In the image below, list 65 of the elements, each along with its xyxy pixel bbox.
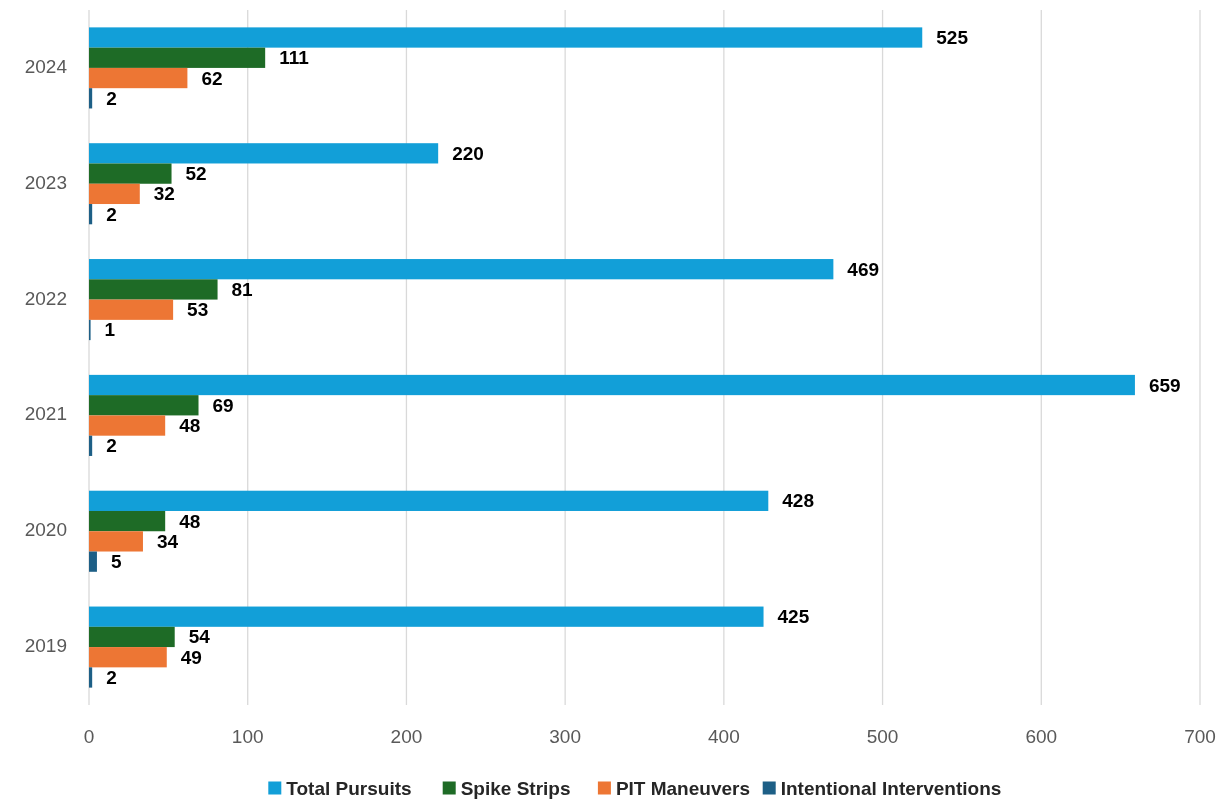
x-tick-label: 200 — [390, 726, 423, 747]
bar — [89, 374, 1135, 396]
data-label: 659 — [1148, 374, 1181, 396]
bar — [89, 626, 175, 648]
bar — [89, 395, 199, 416]
data-label: 111 — [279, 47, 310, 69]
y-tick-label: 2024 — [24, 55, 68, 77]
legend-label: Spike Strips — [460, 777, 571, 799]
bar — [89, 47, 266, 68]
y-tick-label: 2022 — [24, 287, 67, 309]
x-tick-label: 100 — [231, 726, 264, 747]
data-label: 52 — [185, 163, 207, 185]
bar — [89, 204, 93, 225]
legend-label: PIT Maneuvers — [615, 777, 751, 799]
bar — [89, 531, 143, 552]
data-label: 49 — [180, 646, 202, 668]
data-label: 2 — [106, 87, 117, 109]
bar — [89, 606, 764, 627]
bar — [89, 163, 172, 184]
data-label: 34 — [156, 530, 179, 552]
x-tick-label: 400 — [708, 726, 740, 747]
data-label: 469 — [847, 258, 880, 280]
x-tick-label: 0 — [83, 726, 95, 747]
data-label: 425 — [777, 606, 810, 628]
data-label: 2 — [106, 203, 117, 225]
data-label: 48 — [179, 510, 201, 532]
data-label: 69 — [212, 394, 234, 416]
x-tick-label: 500 — [866, 726, 899, 747]
data-label: 2 — [106, 666, 117, 688]
bar — [89, 299, 174, 320]
x-tick-label: 300 — [549, 726, 581, 747]
data-label: 1 — [104, 319, 116, 341]
data-label: 525 — [936, 27, 969, 49]
data-label: 428 — [782, 490, 814, 512]
y-tick-label: 2020 — [24, 519, 67, 541]
legend-label: Total Pursuits — [286, 777, 412, 799]
bar — [89, 143, 439, 164]
y-tick-label: 2021 — [24, 403, 67, 425]
legend-label: Intentional Interventions — [780, 777, 1002, 799]
x-tick-label: 600 — [1025, 726, 1058, 747]
bar — [89, 415, 166, 436]
data-label: 5 — [110, 551, 122, 573]
data-label: 32 — [153, 183, 175, 205]
bar — [89, 88, 93, 109]
bar — [89, 667, 93, 688]
data-label: 62 — [201, 67, 223, 89]
x-tick-label: 700 — [1184, 726, 1216, 747]
bar — [89, 27, 923, 48]
bar — [89, 435, 93, 456]
bar — [89, 183, 140, 205]
data-label: 53 — [187, 299, 209, 321]
y-tick-label: 2019 — [24, 635, 67, 657]
bar — [89, 67, 188, 89]
data-label: 81 — [231, 278, 254, 300]
bar — [89, 259, 834, 280]
data-label: 2 — [106, 435, 117, 457]
bar — [89, 551, 97, 572]
bar — [89, 510, 166, 532]
y-tick-label: 2023 — [24, 171, 67, 193]
data-label: 54 — [188, 626, 211, 648]
bar — [89, 647, 167, 668]
bar — [89, 490, 769, 511]
data-label: 220 — [452, 142, 484, 164]
data-label: 48 — [179, 415, 201, 437]
bar — [89, 279, 218, 300]
